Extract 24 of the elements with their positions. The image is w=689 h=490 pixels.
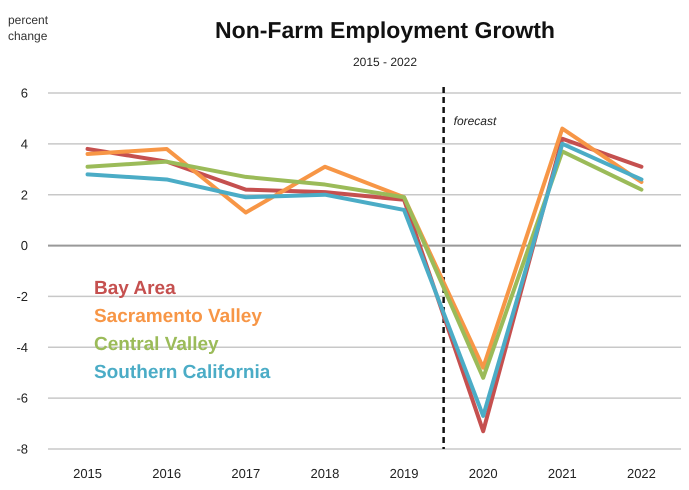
- text: Central Valley: [94, 334, 220, 356]
- ref-line-label: forecast: [454, 114, 497, 128]
- y-tick-label: 2: [20, 187, 28, 202]
- x-tick-label: 2018: [310, 466, 340, 481]
- y-tick-label: -6: [16, 390, 28, 406]
- x-tick-label: 2020: [468, 466, 498, 481]
- text: Southern California: [94, 362, 271, 384]
- x-tick-label: 2016: [152, 466, 182, 481]
- text: Sacramento Valley: [94, 306, 262, 328]
- y-tick-label: -8: [16, 442, 28, 457]
- text: Bay Area: [94, 278, 176, 300]
- x-tick-label: 2017: [231, 466, 260, 481]
- x-tick-label: 2015: [73, 466, 102, 481]
- y-axis-title: percent change: [8, 13, 49, 43]
- y-tick-label: 0: [20, 238, 28, 254]
- x-tick-label: 2021: [548, 466, 577, 481]
- y-tick-label: 6: [20, 86, 28, 101]
- y-tick-label: -4: [16, 340, 28, 355]
- y-tick-label: 4: [20, 136, 28, 152]
- x-tick-label: 2022: [626, 466, 656, 481]
- chart-subtitle: 2015 - 2022: [352, 55, 418, 69]
- y-tick-label: -2: [16, 288, 28, 304]
- chart-title: Non-Farm Employment Growth: [215, 17, 555, 43]
- x-tick-label: 2019: [390, 466, 419, 481]
